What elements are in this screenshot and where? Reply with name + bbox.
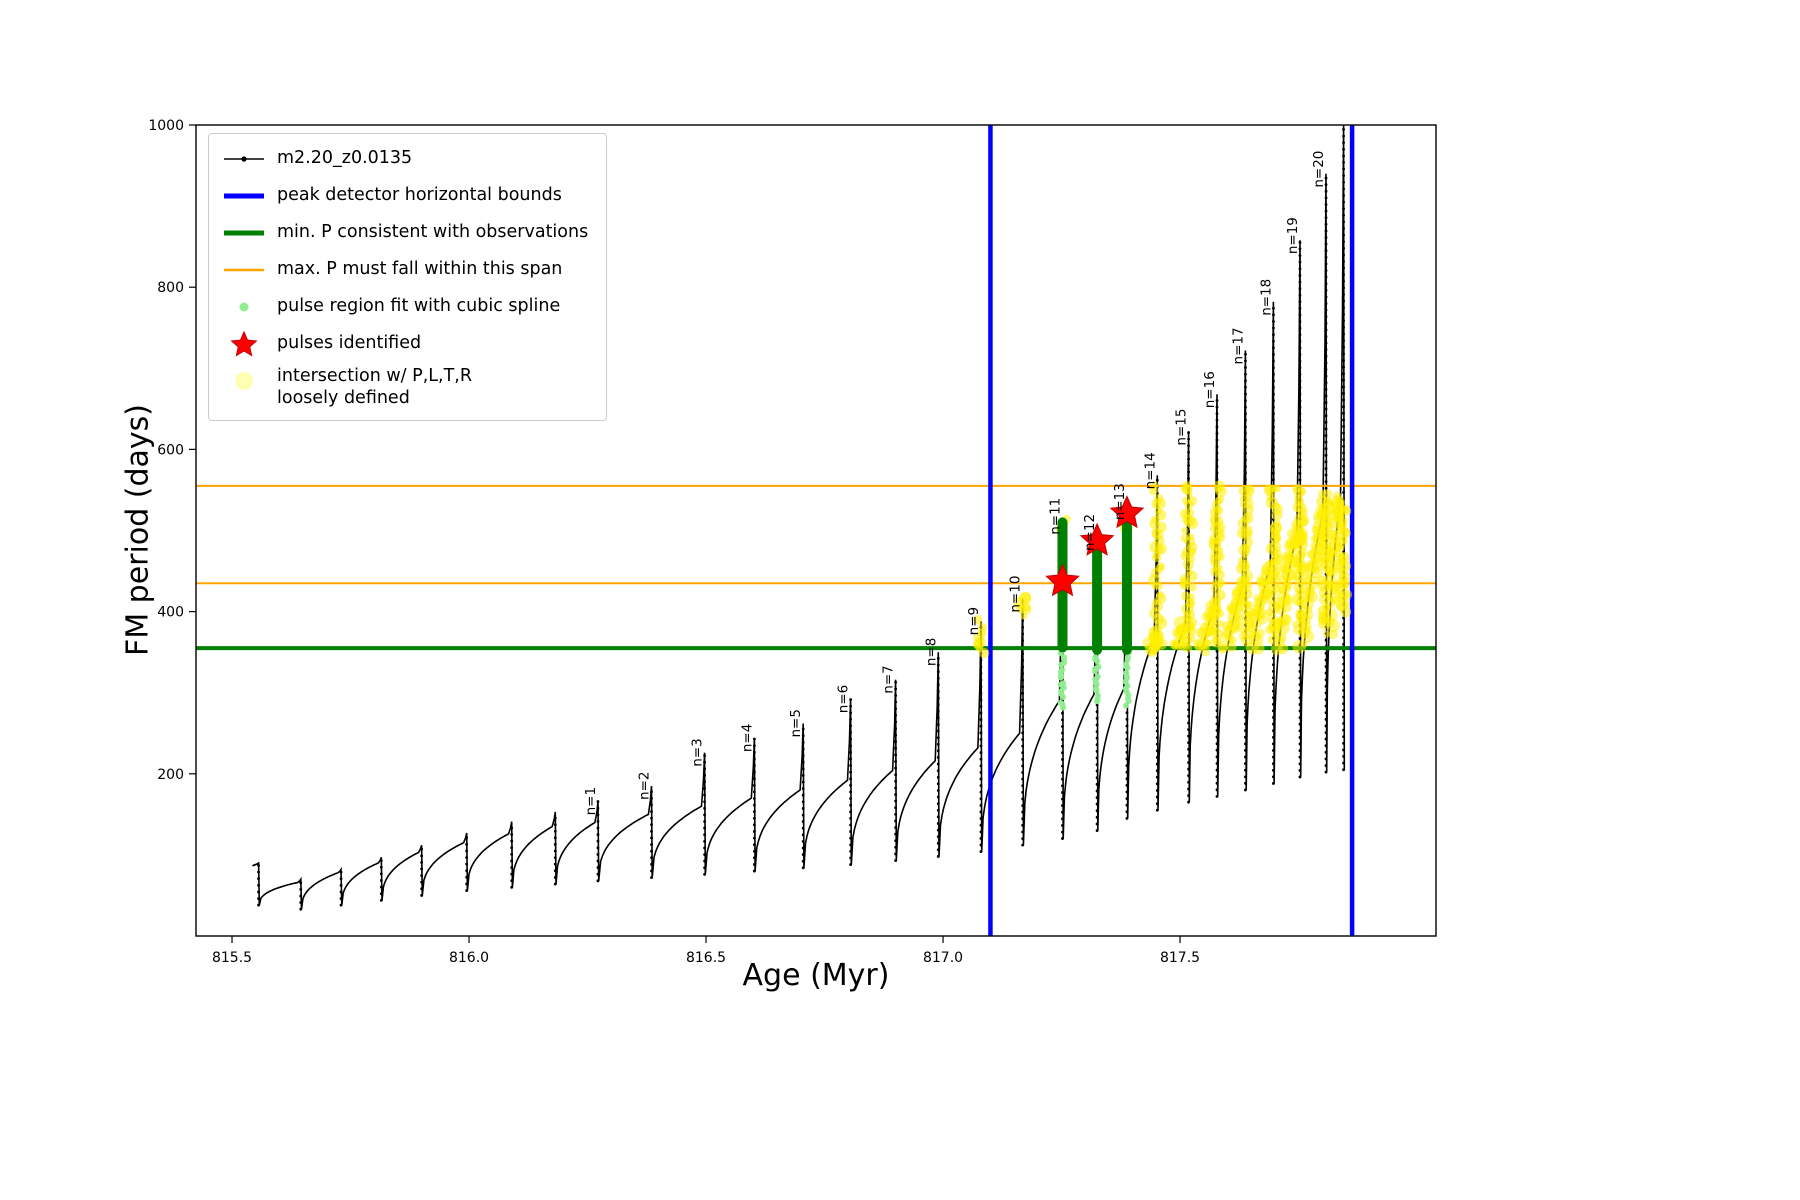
green-line-swatch xyxy=(221,218,267,248)
intersection-markers xyxy=(973,480,1353,659)
peak-label: n=17 xyxy=(1230,327,1246,364)
legend-item-min-p: min. P consistent with observations xyxy=(221,218,588,248)
peak-label: n=6 xyxy=(836,685,852,713)
peak-label: n=4 xyxy=(739,724,755,752)
peak-label: n=12 xyxy=(1082,514,1098,551)
legend-label: pulse region fit with cubic spline xyxy=(277,296,561,317)
legend-label: intersection w/ P,L,T,R loosely defined xyxy=(277,366,472,408)
peak-label: n=18 xyxy=(1258,279,1274,316)
legend-label: pulses identified xyxy=(277,333,422,354)
legend: m2.20_z0.0135 peak detector horizontal b… xyxy=(208,133,608,421)
peak-label: n=1 xyxy=(583,787,599,815)
x-tick-label: 817.5 xyxy=(1160,950,1200,966)
plot-data xyxy=(196,125,1436,936)
blue-line-swatch xyxy=(221,181,267,211)
legend-item-max-p: max. P must fall within this span xyxy=(221,255,588,285)
x-tick-label: 817.0 xyxy=(923,950,963,966)
x-tick-label: 816.0 xyxy=(449,950,489,966)
peak-label: n=7 xyxy=(881,665,897,693)
peak-label: n=13 xyxy=(1112,483,1128,520)
y-tick-label: 200 xyxy=(157,767,184,783)
peak-label: n=20 xyxy=(1311,151,1327,188)
legend-label: m2.20_z0.0135 xyxy=(277,148,413,169)
yellow-dot-swatch xyxy=(221,366,267,396)
axes: 815.5 816.0 816.5 817.0 817.5 200 400 600 800 100… xyxy=(148,118,1437,966)
pulse-identified-star xyxy=(1045,563,1080,597)
pulse-identified-star xyxy=(1079,522,1115,556)
legend-label: max. P must fall within this span xyxy=(277,259,563,280)
peak-label: n=19 xyxy=(1285,217,1301,254)
y-axis-label: FM period (days) xyxy=(120,404,156,656)
series-line xyxy=(252,125,1346,910)
legend-item-series: m2.20_z0.0135 xyxy=(221,144,588,174)
peak-label: n=10 xyxy=(1008,576,1024,613)
plot-border xyxy=(195,124,1437,937)
peak-label: n=9 xyxy=(966,607,982,635)
x-tick-label: 815.5 xyxy=(212,950,252,966)
peak-label: n=14 xyxy=(1142,452,1158,489)
peak-labels: n=1 n=2 n=3 n=4 n=5 n=6 n=7 n=8 n=9 n=10 n=11 n=12 n… xyxy=(583,151,1327,816)
legend-item-peak-bounds: peak detector horizontal bounds xyxy=(221,181,588,211)
lightgreen-dot-swatch xyxy=(221,292,267,322)
series-line-swatch xyxy=(221,144,267,174)
orange-line-swatch xyxy=(221,255,267,285)
pulse-identified-star xyxy=(1109,495,1145,529)
peak-label: n=15 xyxy=(1174,409,1190,446)
y-tick-label: 800 xyxy=(157,280,184,296)
peak-label: n=2 xyxy=(637,771,653,799)
y-tick-label: 600 xyxy=(157,442,184,458)
legend-item-intersection: intersection w/ P,L,T,R loosely defined xyxy=(221,366,588,410)
legend-label: min. P consistent with observations xyxy=(277,222,589,243)
legend-label: peak detector horizontal bounds xyxy=(277,185,562,206)
red-star-swatch xyxy=(221,329,267,359)
peak-label: n=11 xyxy=(1047,498,1063,535)
peak-label: n=8 xyxy=(923,638,939,666)
y-tick-label: 1000 xyxy=(148,118,184,134)
legend-item-pulse-fit: pulse region fit with cubic spline xyxy=(221,292,588,322)
legend-item-pulses-identified: pulses identified xyxy=(221,329,588,359)
peak-label: n=3 xyxy=(690,738,706,766)
y-tick-label: 400 xyxy=(157,605,184,621)
x-axis-label: Age (Myr) xyxy=(742,958,890,993)
peak-label: n=5 xyxy=(788,709,804,737)
x-tick-label: 816.5 xyxy=(686,950,726,966)
peak-label: n=16 xyxy=(1202,371,1218,408)
